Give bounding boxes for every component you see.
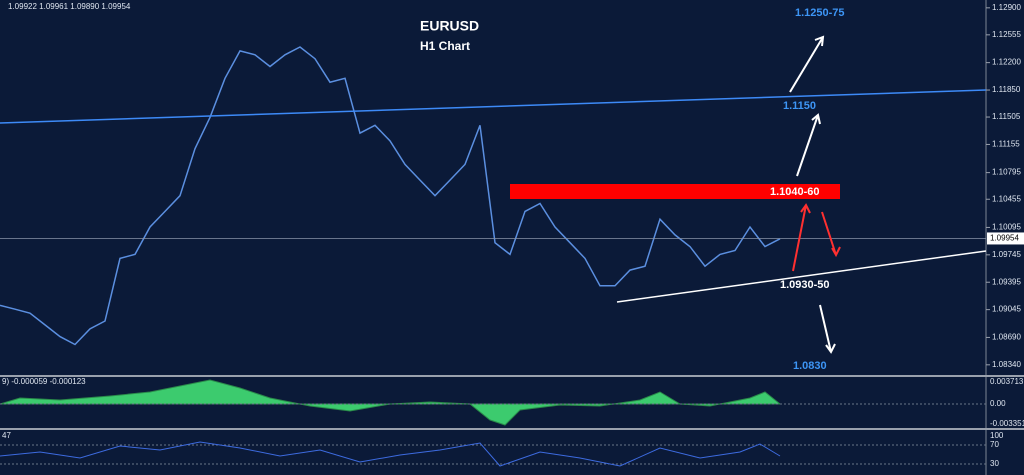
- annotation: 1.1150: [783, 100, 816, 112]
- trend-line: [0, 89, 987, 124]
- chart-title: EURUSD: [420, 18, 479, 34]
- y-tick-label: 1.08340: [992, 360, 1021, 369]
- y-tick-label: 1.12555: [992, 30, 1021, 39]
- last-price-label: 1.09954: [990, 234, 1019, 243]
- indicator-header: 9) -0.000059 -0.000123: [2, 377, 86, 386]
- y-tick-label: 1.10095: [992, 223, 1021, 232]
- indicator-tick: 70: [990, 440, 999, 449]
- chart-subtitle: H1 Chart: [420, 39, 470, 53]
- resistance-zone: [510, 184, 840, 199]
- y-tick-label: 1.11155: [992, 140, 1020, 149]
- y-tick-label: 1.10795: [992, 168, 1021, 177]
- ohlc-header: 1.09922 1.09961 1.09890 1.09954: [8, 2, 131, 11]
- indicator-header: 47: [2, 431, 11, 440]
- y-tick-label: 1.09395: [992, 277, 1021, 286]
- indicator-tick: 0.00: [990, 399, 1006, 408]
- y-tick-label: 1.09745: [992, 250, 1021, 259]
- y-tick-label: 1.11850: [992, 85, 1021, 94]
- last-price-box: [987, 232, 1024, 245]
- arrows: [792, 203, 841, 272]
- arrows: [789, 35, 836, 354]
- y-tick-label: 1.12900: [992, 3, 1021, 12]
- y-tick-label: 1.09045: [992, 305, 1021, 314]
- rsi-line: [0, 441, 781, 467]
- y-tick-label: 1.11505: [992, 112, 1021, 121]
- indicator-tick: 100: [990, 431, 1004, 440]
- indicator-tick: 0.003713: [990, 377, 1024, 386]
- y-tick-label: 1.08690: [992, 333, 1021, 342]
- y-tick-label: 1.10455: [992, 194, 1021, 203]
- annotation: 1.0830: [793, 360, 827, 372]
- annotation: 1.1040-60: [770, 186, 820, 198]
- price-line: [0, 46, 781, 346]
- indicator-tick: 30: [990, 459, 999, 468]
- y-tick-label: 1.12200: [992, 58, 1021, 67]
- annotation: 1.1250-75: [795, 7, 845, 19]
- annotation: 1.0930-50: [780, 279, 830, 291]
- indicator-tick: -0.003351: [990, 419, 1024, 428]
- trend-line: [616, 250, 987, 303]
